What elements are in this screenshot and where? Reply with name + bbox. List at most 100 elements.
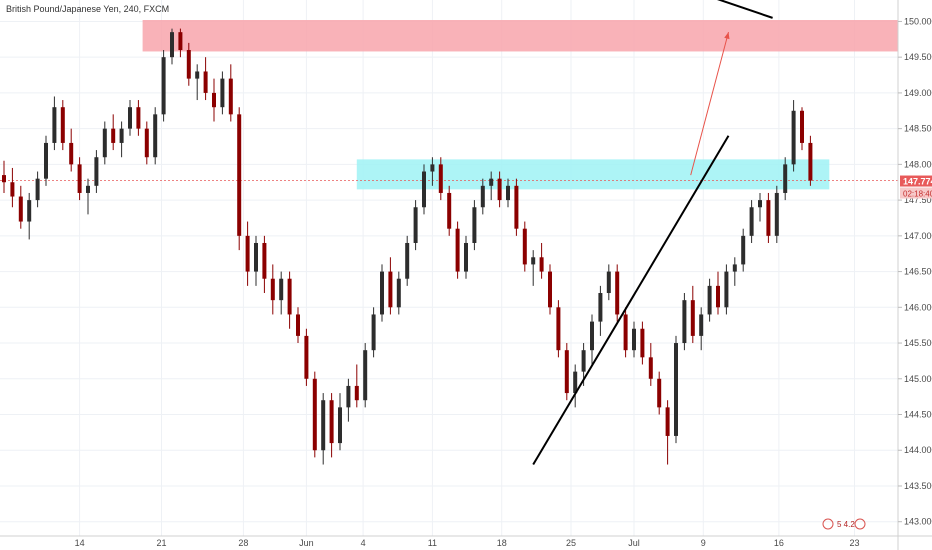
projection-arrow-head	[724, 32, 730, 40]
projection-arrow[interactable]	[690, 32, 729, 176]
candle	[506, 178, 510, 208]
candle	[203, 57, 208, 101]
candle-body	[405, 242, 410, 279]
candle-body	[119, 128, 124, 143]
candle	[497, 171, 502, 208]
candle-body	[161, 57, 166, 115]
candle-body	[27, 200, 32, 222]
candle	[539, 242, 544, 279]
candle-body	[539, 257, 544, 272]
candle	[338, 393, 342, 451]
candle	[640, 321, 645, 365]
upper-line-trendline[interactable]	[678, 0, 773, 19]
candle-body	[800, 110, 804, 143]
candle	[363, 343, 368, 408]
candle	[270, 264, 275, 315]
candle	[144, 121, 149, 165]
y-tick-label: 148.500	[904, 124, 932, 134]
candle-body	[52, 107, 57, 143]
candle-body	[531, 257, 536, 265]
candle-body	[590, 321, 594, 351]
candle	[27, 192, 32, 240]
candle	[60, 100, 65, 151]
candle	[413, 200, 418, 251]
current-price-label: 147.774	[903, 177, 932, 187]
candle-body	[682, 300, 687, 344]
candle-body	[766, 200, 771, 236]
candle-body	[615, 271, 620, 315]
x-tick-label: 28	[238, 538, 248, 548]
candle-body	[648, 357, 653, 379]
y-tick-label: 144.500	[904, 410, 932, 420]
x-tick-label: Jul	[628, 538, 640, 548]
candle-body	[186, 50, 191, 79]
candle	[329, 393, 334, 458]
candle-body	[758, 200, 762, 208]
supply-zone	[142, 20, 899, 52]
candle-body	[514, 185, 519, 229]
candle	[707, 278, 712, 322]
candle-body	[18, 196, 23, 222]
y-tick-label: 144.000	[904, 445, 932, 455]
candle-body	[791, 110, 796, 165]
candle-body	[86, 185, 90, 193]
candle-body	[212, 92, 216, 108]
rising-support-trendline[interactable]	[532, 135, 730, 466]
candle-body	[388, 271, 393, 308]
candle	[732, 257, 737, 286]
candle	[455, 221, 460, 279]
candle-body	[581, 350, 586, 372]
y-tick-label: 146.500	[904, 267, 932, 277]
candle-body	[438, 164, 443, 193]
grid-lines	[0, 0, 898, 536]
candle	[161, 50, 166, 122]
x-tick-label: Jun	[299, 538, 314, 548]
candle	[674, 335, 678, 444]
candle	[464, 235, 468, 279]
candle-body	[111, 128, 116, 143]
candle	[237, 107, 242, 251]
candle	[430, 157, 435, 186]
candle-body	[287, 278, 292, 315]
candle	[304, 328, 309, 386]
countdown-label: 02:18:40	[903, 190, 932, 199]
candle-body	[480, 185, 485, 208]
candle-body	[774, 192, 779, 236]
candle	[480, 178, 485, 215]
candle-body	[371, 314, 376, 351]
candle-body	[195, 71, 200, 79]
candle-body	[674, 343, 678, 436]
candle-body	[447, 192, 452, 229]
candle	[396, 271, 401, 315]
candle	[749, 200, 754, 243]
candle-body	[724, 271, 729, 308]
candle	[564, 343, 569, 401]
candle-body	[573, 371, 578, 394]
candle	[690, 285, 695, 344]
x-tick-label: 9	[701, 538, 706, 548]
candle-body	[10, 182, 15, 197]
candle-body	[304, 335, 309, 379]
candle	[195, 64, 200, 101]
candle	[422, 164, 426, 215]
chart-title: British Pound/Japanese Yen, 240, FXCM	[6, 4, 169, 14]
candle-body	[464, 242, 468, 272]
candle-body	[699, 314, 704, 336]
candle	[724, 264, 729, 315]
candle-body	[203, 71, 208, 93]
candle-body	[413, 207, 418, 243]
price-axis[interactable]: 150.000 149.500 149.000 148.500 148.000 147.5…	[897, 0, 932, 550]
candle	[716, 271, 720, 315]
candle	[774, 185, 779, 243]
y-tick-label: 147.500	[904, 195, 932, 205]
candle	[296, 307, 300, 344]
candle-body	[522, 228, 527, 265]
candle-body	[296, 314, 300, 336]
candles	[2, 28, 813, 465]
candle	[573, 364, 578, 408]
zones	[142, 20, 899, 190]
time-axis[interactable]: 14 21 28 Jun 4 11 18 25 Jul 9 16 23	[0, 535, 932, 548]
candle-body	[380, 271, 384, 315]
candle	[682, 293, 687, 351]
